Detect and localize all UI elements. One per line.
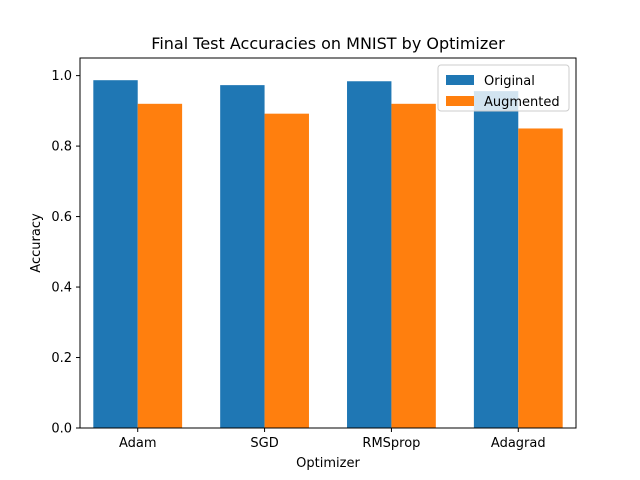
legend-swatch-augmented <box>446 96 474 106</box>
y-tick-label: 0.0 <box>51 422 72 437</box>
bar-original-adagrad <box>473 91 519 428</box>
legend-label-augmented: Augmented <box>484 95 560 110</box>
bar-original-sgd <box>220 85 265 428</box>
y-axis-title: Accuracy <box>29 213 44 273</box>
plot-frame <box>79 57 577 429</box>
x-tick-label: Adagrad <box>491 436 546 451</box>
legend-swatch-original <box>446 75 474 85</box>
y-tick-label: 0.2 <box>51 351 72 366</box>
x-tick-label: SGD <box>250 436 278 451</box>
chart-title: Final Test Accuracies on MNIST by Optimi… <box>151 34 505 53</box>
x-tick-label: RMSprop <box>362 436 420 451</box>
bar-original-adam <box>93 80 138 428</box>
bar-augmented-adagrad <box>518 128 563 428</box>
y-tick-label: 0.8 <box>51 140 72 155</box>
legend-label-original: Original <box>484 74 535 89</box>
bar-original-rmsprop <box>347 81 392 428</box>
legend: Original Augmented <box>437 64 570 112</box>
y-tick-label: 0.4 <box>51 281 72 296</box>
x-tick-label: Adam <box>119 436 157 451</box>
y-axis: 0.0 0.2 0.4 0.6 0.8 1.0 <box>51 69 80 437</box>
x-axis-title: Optimizer <box>296 456 360 471</box>
y-tick-label: 1.0 <box>51 69 72 84</box>
x-axis: Adam SGD RMSprop Adagrad <box>119 428 546 451</box>
bars-layer <box>93 80 563 429</box>
bar-augmented-sgd <box>264 113 309 428</box>
bar-augmented-rmsprop <box>391 103 436 429</box>
bar-augmented-adam <box>137 103 183 429</box>
y-tick-label: 0.6 <box>51 210 72 225</box>
